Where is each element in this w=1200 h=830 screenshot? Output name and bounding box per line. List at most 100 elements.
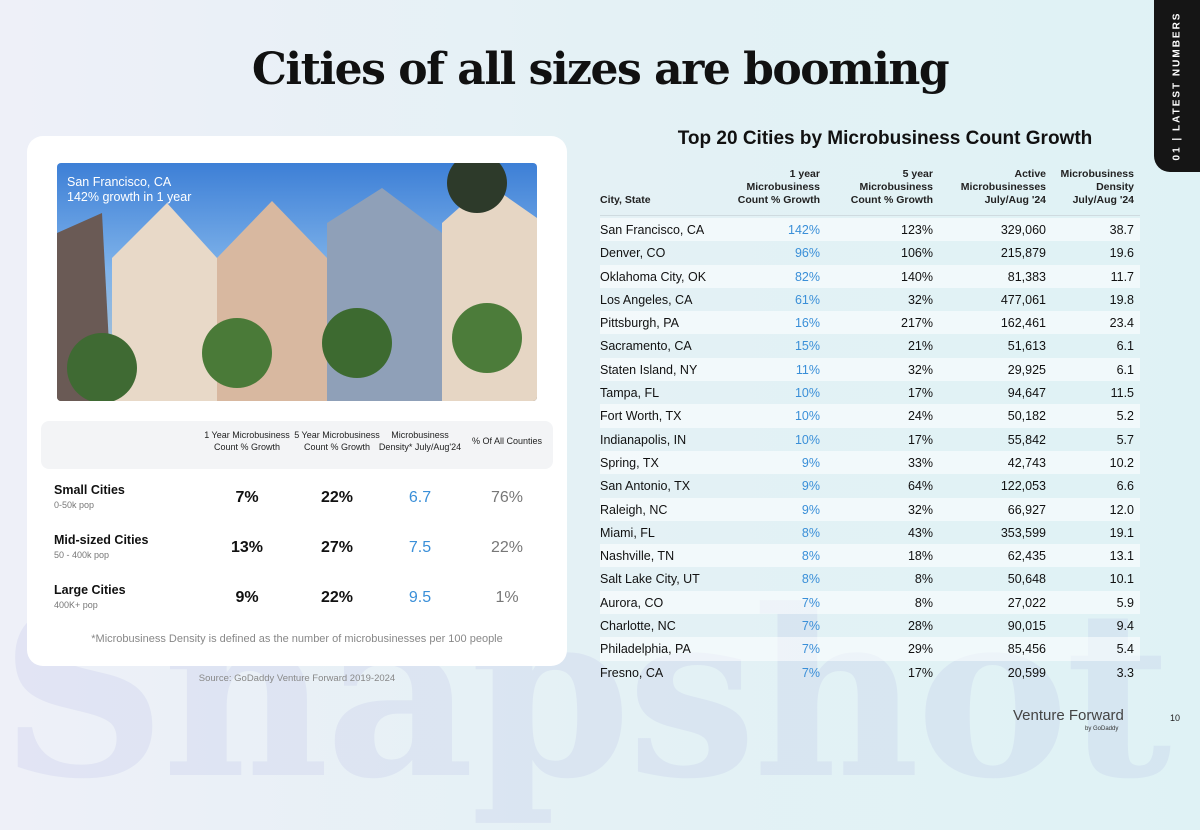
- section-tab-label: 01 | LATEST NUMBERS: [1171, 11, 1183, 161]
- cell-density: 5.7: [1116, 432, 1134, 447]
- row-value: 7.5: [408, 539, 432, 556]
- cell-growth-5yr: 140%: [901, 269, 933, 284]
- cell-density: 10.2: [1109, 455, 1134, 470]
- row-value: 22%: [490, 539, 524, 556]
- cell-growth-5yr: 29%: [907, 642, 933, 657]
- table-header: City, State 1 year Microbusiness Count %…: [600, 164, 1140, 216]
- cell-active: 51,613: [1007, 339, 1046, 354]
- row-value: 1%: [495, 589, 519, 606]
- cell-growth-5yr: 18%: [907, 549, 933, 564]
- header-1yr: 1 Year Microbusiness Count % Growth: [204, 430, 290, 452]
- cell-growth-1yr: 61%: [794, 292, 820, 307]
- cell-growth-5yr: 8%: [914, 595, 933, 610]
- row-name: Mid-sized Cities: [54, 533, 149, 547]
- table-row: Spring, TX 9% 33% 42,743 10.2: [600, 450, 1140, 475]
- cell-density: 12.0: [1109, 502, 1134, 517]
- cell-active: 90,015: [1007, 619, 1046, 634]
- cell-active: 122,053: [1000, 479, 1046, 494]
- cell-density: 38.7: [1109, 223, 1134, 237]
- cell-growth-5yr: 32%: [907, 362, 933, 377]
- table-row: Los Angeles, CA 61% 32% 477,061 19.8: [600, 288, 1140, 311]
- header-5yr: 5 Year Microbusiness Count % Growth: [294, 430, 380, 452]
- cell-growth-5yr: 17%: [907, 665, 933, 680]
- cell-growth-1yr: 7%: [801, 665, 820, 680]
- cell-city: Raleigh, NC: [600, 502, 668, 517]
- san-francisco-photo: San Francisco, CA 142% growth in 1 year: [57, 163, 537, 401]
- row-value: 22%: [320, 589, 354, 606]
- cell-city: Philadelphia, PA: [600, 642, 691, 657]
- row-value: 9%: [235, 589, 259, 606]
- cell-growth-5yr: 43%: [907, 525, 933, 540]
- table-row: Tampa, FL 10% 17% 94,647 11.5: [600, 381, 1140, 404]
- cell-active: 215,879: [1000, 246, 1046, 261]
- cell-growth-5yr: 217%: [901, 316, 933, 331]
- cell-active: 85,456: [1007, 642, 1046, 657]
- top-cities-table: Top 20 Cities by Microbusiness Count Gro…: [600, 128, 1140, 684]
- cell-city: Los Angeles, CA: [600, 292, 693, 307]
- cell-city: Oklahoma City, OK: [600, 269, 707, 284]
- cell-density: 19.6: [1109, 246, 1134, 261]
- cell-active: 42,743: [1007, 455, 1046, 470]
- header-counties: % Of All Counties: [471, 436, 543, 446]
- cell-active: 50,648: [1007, 572, 1046, 587]
- cell-growth-1yr: 7%: [801, 619, 820, 634]
- cell-growth-1yr: 8%: [801, 525, 820, 540]
- table-row: Sacramento, CA 15% 21% 51,613 6.1: [600, 334, 1140, 357]
- cell-active: 477,061: [1000, 292, 1046, 307]
- cell-density: 19.8: [1109, 292, 1134, 307]
- cell-growth-1yr: 11%: [795, 362, 820, 377]
- table-row: Indianapolis, IN 10% 17% 55,842 5.7: [600, 428, 1140, 451]
- cell-growth-5yr: 17%: [907, 432, 933, 447]
- cell-density: 6.1: [1116, 362, 1134, 377]
- table-row: Raleigh, NC 9% 32% 66,927 12.0: [600, 497, 1140, 521]
- page-number: 10: [1170, 713, 1181, 723]
- photo-caption: San Francisco, CA 142% growth in 1 year: [67, 175, 191, 205]
- cell-growth-1yr: 16%: [794, 316, 820, 331]
- cell-active: 94,647: [1007, 386, 1046, 401]
- cell-growth-1yr: 9%: [801, 479, 820, 494]
- cell-growth-1yr: 82%: [794, 269, 820, 284]
- painted-ladies-houses: [57, 163, 537, 401]
- cell-density: 5.4: [1116, 642, 1134, 657]
- cell-growth-1yr: 7%: [801, 642, 820, 657]
- cell-active: 29,925: [1007, 362, 1046, 377]
- caption-growth: 142% growth in 1 year: [67, 190, 192, 204]
- table-row: Nashville, TN 8% 18% 62,435 13.1: [600, 544, 1140, 568]
- header-city: City, State: [600, 194, 651, 206]
- cell-growth-5yr: 28%: [907, 619, 933, 634]
- cell-growth-1yr: 10%: [794, 386, 820, 401]
- cell-growth-5yr: 8%: [914, 572, 933, 587]
- cell-city: Pittsburgh, PA: [600, 316, 679, 331]
- table-row: San Antonio, TX 9% 64% 122,053 6.6: [600, 474, 1140, 497]
- cell-growth-1yr: 15%: [794, 339, 820, 354]
- venture-forward-logo: Venture Forward: [1013, 707, 1124, 724]
- row-pop: 50 - 400k pop: [54, 550, 110, 560]
- table-row: Staten Island, NY 11% 32% 29,925 6.1: [600, 357, 1140, 382]
- cell-active: 55,842: [1007, 432, 1046, 447]
- cell-growth-1yr: 10%: [794, 432, 820, 447]
- row-value: 76%: [490, 489, 524, 506]
- cell-growth-5yr: 21%: [907, 339, 933, 354]
- header-density: Microbusiness Density July/Aug '24: [1060, 168, 1134, 206]
- table-header: 1 Year Microbusiness Count % Growth 5 Ye…: [41, 421, 553, 469]
- cell-city: Denver, CO: [600, 246, 666, 261]
- cell-growth-1yr: 7%: [801, 595, 820, 610]
- cell-density: 6.6: [1116, 479, 1134, 494]
- cell-active: 62,435: [1007, 549, 1046, 564]
- cell-city: Aurora, CO: [600, 595, 664, 610]
- cell-density: 5.9: [1116, 595, 1134, 610]
- cell-active: 27,022: [1007, 595, 1046, 610]
- cell-growth-1yr: 10%: [794, 409, 820, 424]
- cell-density: 19.1: [1109, 525, 1134, 540]
- cell-density: 6.1: [1116, 339, 1134, 354]
- cell-city: Spring, TX: [600, 455, 659, 470]
- cell-growth-5yr: 64%: [907, 479, 933, 494]
- row-value: 9.5: [408, 589, 432, 606]
- table-row: Miami, FL 8% 43% 353,599 19.1: [600, 521, 1140, 544]
- cell-active: 50,182: [1007, 409, 1046, 424]
- cell-city: Fort Worth, TX: [600, 409, 682, 424]
- header-density: Microbusiness Density* July/Aug'24: [378, 430, 462, 452]
- table-row: Philadelphia, PA 7% 29% 85,456 5.4: [600, 637, 1140, 661]
- cell-density: 9.4: [1116, 619, 1134, 634]
- cell-density: 3.3: [1116, 665, 1134, 680]
